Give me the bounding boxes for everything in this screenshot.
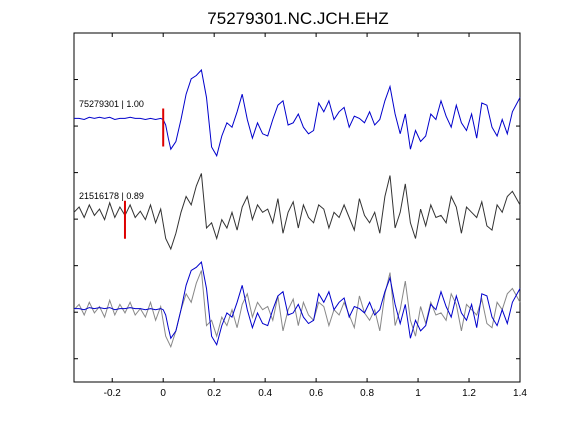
x-tick-label: 0.4 xyxy=(258,388,272,399)
x-tick-label: 0 xyxy=(160,388,166,399)
chart-title: 75279301.NC.JCH.EHZ xyxy=(207,9,388,28)
x-tick-label: 1.4 xyxy=(513,388,527,399)
x-tick-label: -0.2 xyxy=(104,388,122,399)
template-trace-label: 75279301 | 1.00 xyxy=(79,99,144,109)
x-tick-label: 0.6 xyxy=(309,388,323,399)
x-tick-label: 0.8 xyxy=(360,388,374,399)
x-tick-label: 0.2 xyxy=(207,388,221,399)
trace-group: 75279301 | 1.00 21516178 | 0.89 xyxy=(73,68,521,349)
template-trace xyxy=(74,68,521,158)
axis-ticks: -0.2 0 0.2 0.4 0.6 0.8 1 1.2 1.4 xyxy=(74,33,527,399)
match-trace-label: 21516178 | 0.89 xyxy=(79,191,144,201)
overlay-template-trace xyxy=(74,260,521,346)
match-trace xyxy=(73,173,521,251)
plot-frame xyxy=(73,32,521,383)
overlay-match-trace xyxy=(73,270,521,349)
x-tick-label: 1.2 xyxy=(462,388,476,399)
x-tick-label: 1 xyxy=(415,388,421,399)
